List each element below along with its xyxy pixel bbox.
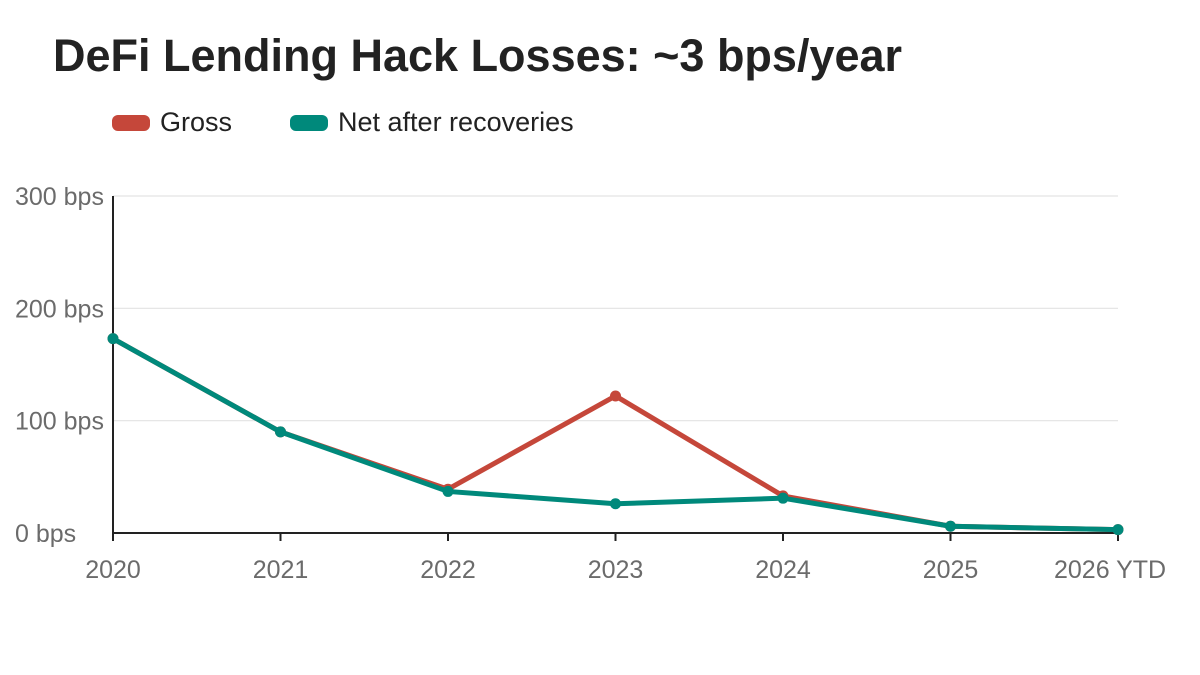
x-tick-label: 2023 [588,556,644,584]
data-point-net [610,498,621,510]
data-point-net [1112,524,1124,536]
data-point-net [777,492,789,504]
x-tick-label: 2022 [420,556,476,584]
data-point-net [275,426,286,438]
legend: Gross Net after recoveries [112,107,632,138]
data-point-net [442,485,454,497]
x-tick-label: 2025 [923,556,979,584]
x-tick-label: 2026 YTD [1054,556,1166,584]
x-tick-label: 2024 [755,556,811,584]
chart-title: DeFi Lending Hack Losses: ~3 bps/year [53,30,903,81]
y-tick-label: 0 bps [15,520,76,548]
legend-label-gross: Gross [160,107,233,137]
legend-swatch-net [290,114,329,131]
y-tick-label: 200 bps [15,295,104,323]
data-point-gross [610,390,621,402]
legend-swatch-gross [112,114,150,131]
x-tick-label: 2021 [253,556,309,584]
data-point-net [107,333,119,345]
data-point-net [945,520,956,532]
x-tick-label: 2020 [85,556,141,584]
y-tick-label: 100 bps [15,408,104,436]
legend-label-net: Net after recoveries [338,107,574,137]
legend-item-gross[interactable]: Gross [112,107,232,138]
y-tick-label: 300 bps [15,183,104,211]
legend-item-net[interactable]: Net after recoveries [290,107,574,138]
